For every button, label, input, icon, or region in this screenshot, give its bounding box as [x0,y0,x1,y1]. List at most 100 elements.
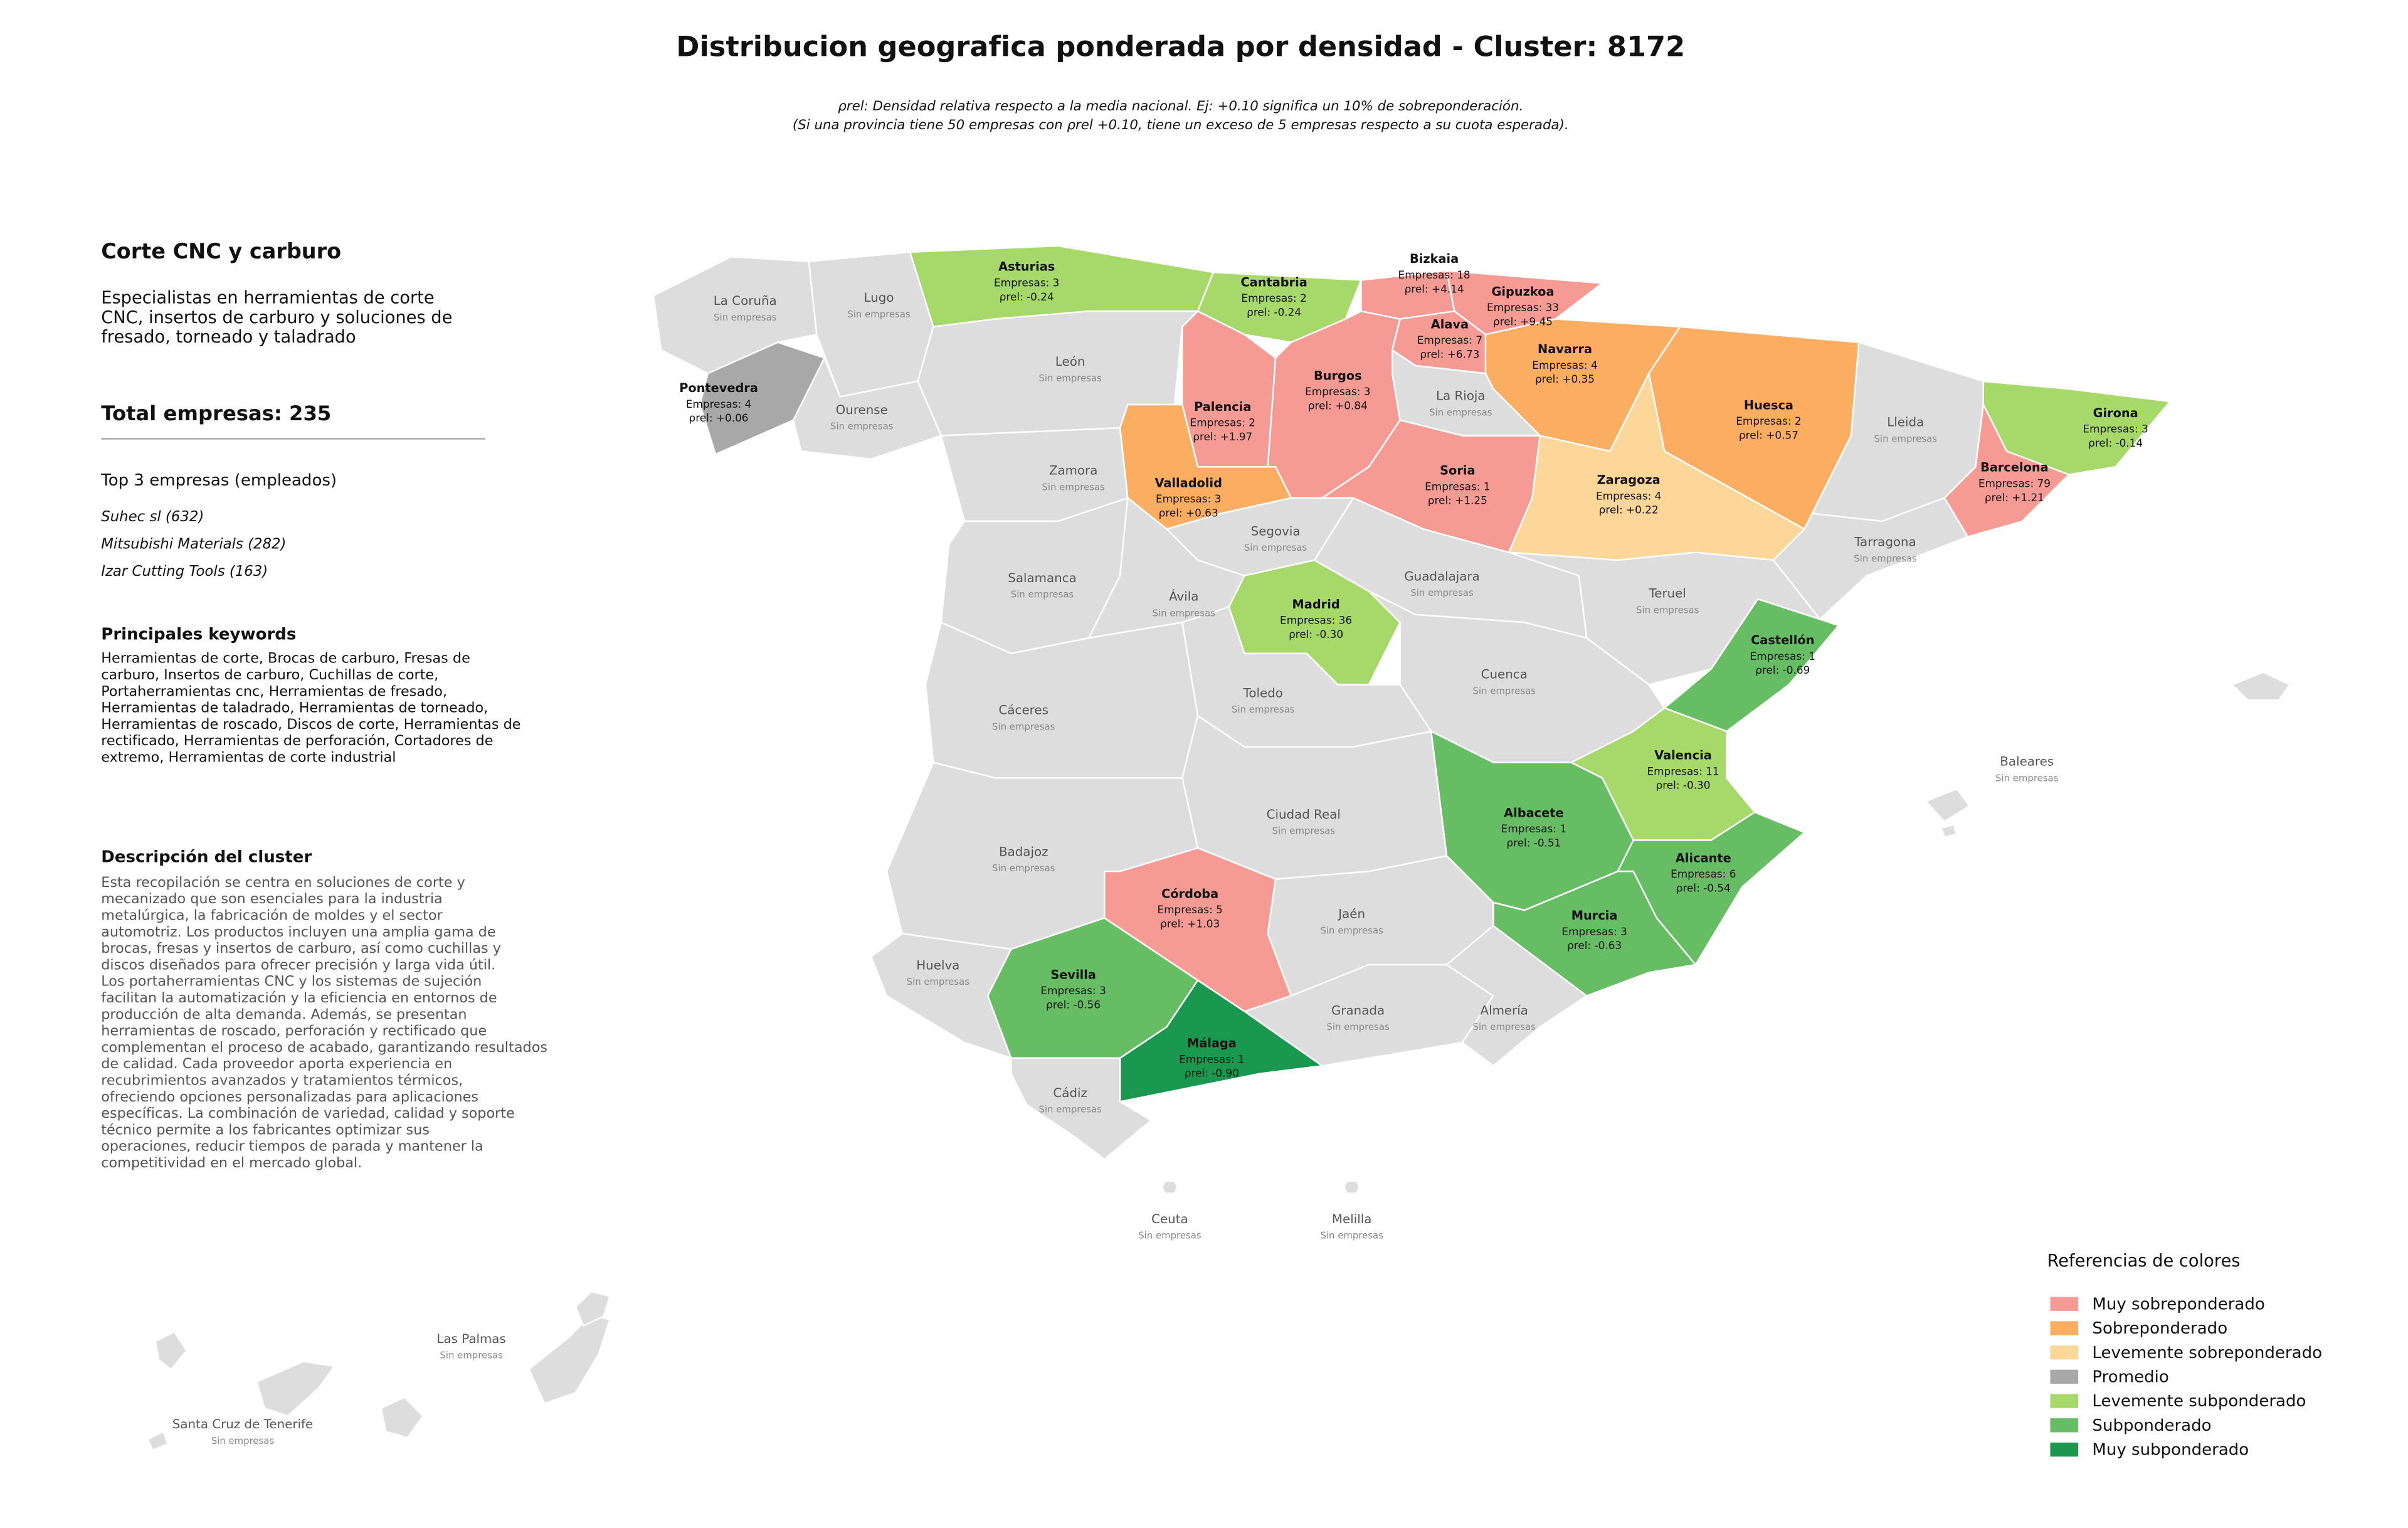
keywords-line: Herramientas de taladrado, Herramientas … [101,700,488,716]
province-note: Sin empresas [1473,1021,1536,1032]
description-line: competitividad en el mercado global. [101,1155,362,1171]
province-note: Sin empresas [1874,433,1938,445]
province-rho: ρrel: +0.63 [1159,507,1218,519]
province-note: Sin empresas [1038,373,1102,384]
province-name: Málaga [1187,1036,1237,1050]
province-note: Sin empresas [1272,825,1336,837]
province-rho: ρrel: -0.69 [1755,664,1810,676]
province-name: Almería [1481,1003,1528,1017]
province-shape [1010,1057,1152,1160]
province-count: Empresas: 3 [1040,984,1106,997]
description-line: Esta recopilación se centra en solucione… [101,874,465,891]
province-shape [154,1331,187,1371]
province-rho: ρrel: +0.57 [1739,429,1798,442]
legend-swatch [2050,1345,2079,1360]
sidebar: Corte CNC y carburo Total empresas: 235 … [100,239,547,1171]
description-line: complementan el proceso de acabado, gara… [101,1039,547,1056]
keywords-line: Herramientas de corte, Brocas de carburo… [101,650,470,667]
summary-line: CNC, insertos de carburo y soluciones de [101,308,452,327]
province-name: Castellón [1751,633,1814,647]
province-rho: ρrel: +0.84 [1308,399,1368,411]
legend: Referencias de colores Muy sobreponderad… [2047,1251,2322,1459]
province-note: Sin empresas [830,421,894,432]
province-labels: La Coruña Sin empresas Lugo Sin empresas Pon… [172,252,2148,1446]
province-name: Baleares [2000,754,2054,768]
keywords-line: Portaherramientas cnc, Herramientas de f… [101,683,447,699]
province-rho: ρrel: -0.54 [1676,881,1731,894]
province-shape [652,256,818,374]
province-shape [924,622,1199,779]
province-rho: ρrel: +1.03 [1160,917,1220,930]
province-note: Sin empresas [1636,604,1699,615]
province-rho: ρrel: +1.97 [1193,430,1252,443]
province-rho: ρrel: -0.30 [1289,628,1343,640]
legend-label: Promedio [2092,1368,2168,1387]
province-note: Sin empresas [440,1350,503,1361]
province-rho: ρrel: +9.45 [1493,315,1553,327]
province-name: León [1055,354,1085,369]
description-line: Los portaherramientas CNC y los sistemas… [101,974,482,990]
province-count: Empresas: 4 [686,398,751,410]
province-count: Empresas: 5 [1157,903,1222,916]
province-count: Empresas: 2 [1190,416,1255,429]
province-count: Empresas: 1 [1179,1053,1244,1065]
province-name: Santa Cruz de Tenerife [172,1417,313,1431]
legend-label: Subponderado [2092,1416,2211,1435]
province-name: Albacete [1504,805,1563,820]
province-name: Ávila [1169,590,1198,604]
province-name: Bizkaia [1410,252,1459,266]
province-note: Sin empresas [992,862,1055,874]
province-name: Badajoz [999,844,1048,859]
province-rho: ρrel: +1.21 [1985,491,2044,504]
province-name: Cádiz [1053,1086,1087,1100]
province-shape [256,1361,335,1417]
province-count: Empresas: 3 [1305,385,1370,398]
province-name: Las Palmas [436,1332,505,1346]
legend-swatch [2050,1369,2079,1384]
province-note: Sin empresas [1854,553,1917,565]
legend-swatch [2050,1394,2079,1408]
province-shape [1664,598,1840,733]
province-note: Sin empresas [907,976,970,987]
province-count: Empresas: 33 [1487,301,1559,314]
description-line: automotriz. Los productos incluyen una a… [101,924,495,940]
province-note: Sin empresas [1138,1230,1201,1241]
province-count: Empresas: 3 [994,276,1059,289]
top-company: Suhec sl (632) [101,509,204,525]
province-note: Sin empresas [211,1435,275,1446]
province-name: Valencia [1654,748,1712,763]
legend-label: Muy subponderado [2092,1441,2249,1460]
province-note: Sin empresas [1429,406,1492,418]
province-rho: ρrel: +4.14 [1405,282,1464,295]
legend-swatch [2050,1321,2079,1335]
province-name: Huesca [1744,398,1793,412]
province-shape [1161,1180,1179,1194]
province-name: Ciudad Real [1267,807,1341,822]
province-note: Sin empresas [1410,587,1474,598]
province-count: Empresas: 6 [1671,867,1736,880]
province-count: Empresas: 2 [1736,415,1801,427]
province-shapes [147,245,2291,1451]
province-name: Teruel [1649,586,1686,601]
subtitle-line: (Si una provincia tiene 50 empresas con … [793,117,1569,133]
province-name: Palencia [1194,400,1251,414]
province-name: Alicante [1676,851,1731,865]
province-count: Empresas: 4 [1532,359,1597,371]
province-count: Empresas: 1 [1750,650,1815,662]
legend-label: Sobreponderado [2092,1319,2227,1338]
province-count: Empresas: 4 [1596,489,1661,502]
province-count: Empresas: 18 [1398,268,1471,281]
title: Distribucion geografica ponderada por de… [676,30,1685,63]
province-rho: ρrel: -0.63 [1567,939,1622,952]
legend-label: Levemente subponderado [2092,1392,2306,1411]
province-shape [1925,788,1970,823]
province-shape [380,1396,424,1439]
province-rho: ρrel: +0.35 [1535,373,1595,385]
province-name: Barcelona [1980,460,2049,475]
province-name: Guadalajara [1404,569,1479,583]
province-name: Ceuta [1151,1212,1188,1226]
province-shape [1119,979,1323,1103]
province-rho: ρrel: -0.56 [1046,998,1101,1011]
province-name: Tarragona [1854,535,1916,549]
province-count: Empresas: 2 [1241,292,1306,304]
